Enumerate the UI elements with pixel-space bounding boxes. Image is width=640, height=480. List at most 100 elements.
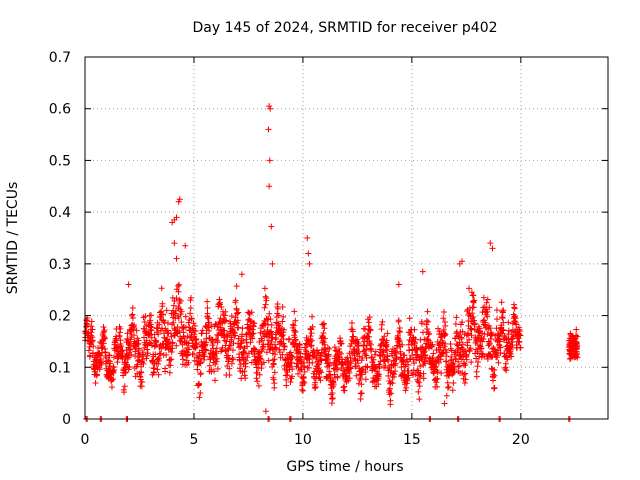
data-point	[459, 341, 466, 348]
data-point	[234, 310, 241, 317]
data-point	[375, 371, 382, 378]
data-point	[235, 309, 242, 316]
data-point	[167, 357, 174, 364]
data-point	[283, 376, 290, 383]
data-point	[307, 333, 314, 340]
data-point	[502, 360, 509, 367]
data-point	[462, 370, 469, 377]
data-point	[380, 349, 387, 356]
data-point	[140, 334, 147, 341]
data-point	[389, 380, 396, 387]
data-point	[113, 344, 120, 351]
data-point	[89, 337, 96, 344]
data-point	[312, 375, 319, 382]
y-tick-label: 0.1	[49, 360, 71, 376]
data-point	[495, 359, 502, 366]
data-point	[462, 376, 469, 383]
data-point	[448, 356, 455, 363]
data-point	[452, 356, 459, 363]
data-point	[424, 325, 431, 332]
data-point	[466, 336, 473, 343]
data-point	[423, 317, 430, 324]
points-layer	[82, 103, 581, 422]
data-point	[349, 328, 356, 335]
data-point	[148, 321, 155, 328]
data-point	[401, 352, 408, 359]
data-point	[121, 389, 128, 396]
data-point	[214, 323, 221, 330]
data-point	[230, 356, 237, 363]
data-point	[473, 355, 480, 362]
data-point	[356, 353, 363, 360]
data-point	[494, 354, 501, 361]
outlier-point	[175, 198, 182, 205]
outlier-point	[266, 103, 273, 110]
data-point	[236, 357, 243, 364]
data-point	[190, 320, 197, 327]
data-point	[182, 313, 189, 320]
data-point	[502, 334, 509, 341]
data-point	[440, 326, 447, 333]
data-point	[244, 343, 251, 350]
data-point	[355, 360, 362, 367]
outlier-point	[306, 260, 313, 267]
data-point	[156, 350, 163, 357]
data-point	[221, 327, 228, 334]
data-point	[428, 342, 435, 349]
data-point	[513, 321, 520, 328]
data-point	[279, 318, 286, 325]
data-point	[216, 296, 223, 303]
data-point	[331, 344, 338, 351]
data-point	[463, 356, 470, 363]
y-tick-label: 0	[62, 412, 71, 428]
data-point	[203, 330, 210, 337]
data-point	[417, 363, 424, 370]
data-point	[235, 324, 242, 331]
outlier-point	[304, 235, 311, 241]
data-point	[107, 360, 114, 367]
data-point	[384, 330, 391, 337]
data-point	[110, 376, 117, 383]
data-point	[295, 370, 302, 377]
data-point	[471, 297, 478, 304]
outlier-point	[182, 242, 189, 249]
data-point	[416, 383, 423, 390]
y-tick-label: 0.7	[49, 50, 71, 66]
data-point	[484, 355, 491, 362]
data-point	[499, 308, 506, 315]
data-point	[516, 338, 523, 345]
data-point	[117, 337, 124, 344]
data-point	[499, 314, 506, 321]
data-point	[301, 379, 308, 386]
data-point	[117, 325, 124, 332]
data-point	[143, 355, 150, 362]
data-point	[139, 356, 146, 363]
data-point	[321, 341, 328, 348]
data-point	[174, 323, 181, 330]
data-point	[478, 345, 485, 352]
data-point	[487, 335, 494, 342]
data-point	[230, 340, 237, 347]
data-point	[192, 327, 199, 334]
data-point	[240, 337, 247, 344]
data-point	[281, 343, 288, 350]
data-point	[273, 345, 280, 352]
data-point	[412, 336, 419, 343]
data-point	[250, 323, 257, 330]
data-point	[484, 308, 491, 315]
data-point	[129, 314, 136, 321]
data-point	[483, 299, 490, 306]
data-point	[300, 374, 307, 381]
data-point	[468, 325, 475, 332]
data-point	[433, 379, 440, 386]
data-point	[470, 313, 477, 320]
outlier-point	[268, 223, 275, 230]
data-point	[379, 318, 386, 325]
data-point	[573, 326, 580, 333]
data-point	[89, 326, 96, 333]
data-point	[347, 365, 354, 372]
data-point	[385, 372, 392, 379]
data-point	[133, 327, 140, 334]
data-point	[462, 362, 469, 369]
data-point	[417, 373, 424, 380]
